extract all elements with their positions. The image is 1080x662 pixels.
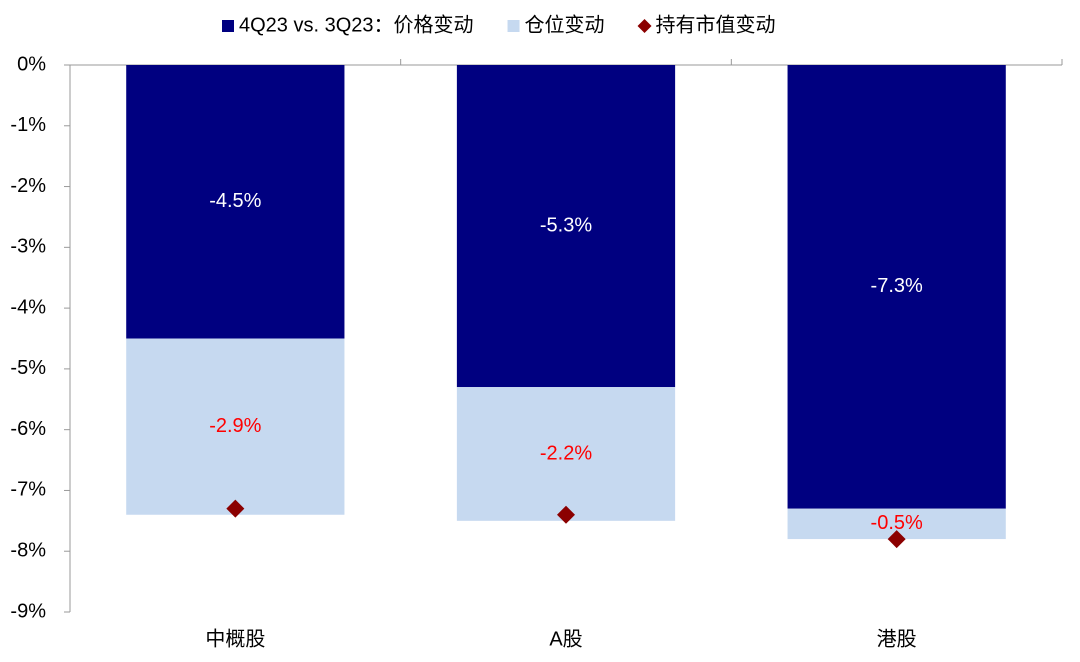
bar-segment — [126, 65, 345, 339]
legend-label: 4Q23 vs. 3Q23：价格变动 — [239, 13, 474, 36]
diamond-marker — [557, 505, 575, 524]
y-tick-label: -8% — [10, 540, 46, 562]
x-tick-label: 港股 — [877, 627, 917, 650]
y-tick-label: -2% — [10, 175, 46, 197]
y-tick-label: -9% — [10, 600, 46, 622]
bar-segment — [126, 338, 345, 515]
value-label: -2.9% — [209, 415, 261, 437]
diamond-marker — [226, 499, 245, 518]
y-tick-label: -7% — [10, 479, 46, 501]
bar-segment — [456, 65, 676, 388]
y-tick-label: -1% — [10, 114, 46, 136]
bar-segment — [456, 387, 676, 521]
y-tick-label: -3% — [10, 236, 46, 258]
y-tick-label: -5% — [10, 357, 46, 379]
legend-marker — [637, 19, 652, 33]
value-label: -2.2% — [540, 442, 592, 464]
legend-label: 仓位变动 — [525, 13, 605, 36]
y-tick-label: -6% — [10, 418, 46, 440]
y-tick-label: -4% — [10, 296, 46, 318]
x-tick-label: A股 — [549, 628, 582, 650]
value-label: -0.5% — [871, 512, 923, 534]
value-label: -7.3% — [871, 275, 923, 297]
legend-marker — [507, 20, 520, 32]
legend-marker — [222, 20, 234, 32]
value-label: -4.5% — [209, 190, 261, 212]
x-tick-label: 中概股 — [205, 627, 265, 650]
value-label: -5.3% — [540, 214, 592, 236]
diamond-marker — [887, 530, 906, 549]
bar-segment — [787, 65, 1006, 509]
legend-label: 持有市值变动 — [656, 13, 776, 36]
y-tick-label: 0% — [17, 53, 46, 75]
